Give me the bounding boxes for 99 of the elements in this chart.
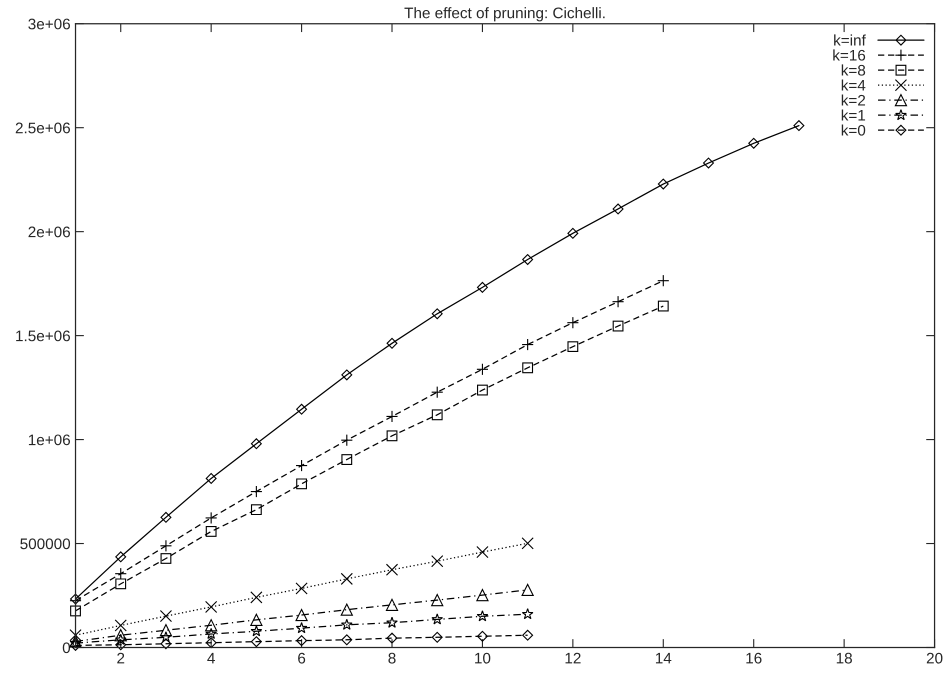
point (114, 619, 127, 632)
point (431, 594, 444, 606)
legend-label: k=4 (842, 79, 866, 91)
point (386, 410, 398, 423)
point (386, 598, 398, 611)
x-tick-label: 20 (926, 652, 942, 664)
point (432, 308, 443, 320)
point (386, 564, 398, 576)
point (793, 120, 804, 132)
point (567, 228, 578, 239)
point (431, 555, 444, 568)
point (612, 320, 624, 332)
point (250, 614, 262, 626)
point (522, 362, 534, 374)
x-tick-label: 10 (475, 652, 490, 664)
point (522, 608, 534, 620)
point (295, 582, 308, 595)
point (658, 300, 669, 312)
point (250, 438, 262, 450)
point (70, 605, 81, 616)
point (522, 584, 534, 596)
point (657, 274, 670, 287)
y-tick-label: 1.5e+06 (16, 330, 70, 342)
point (250, 625, 262, 636)
point (296, 622, 308, 634)
point (386, 616, 398, 628)
point (341, 634, 352, 646)
point (160, 553, 172, 564)
point (205, 619, 218, 632)
point (476, 546, 489, 558)
point (115, 578, 126, 590)
point (432, 409, 443, 420)
point (205, 600, 218, 614)
y-tick-label: 1e+06 (28, 434, 70, 446)
point (340, 618, 353, 630)
point (160, 631, 172, 642)
point (340, 572, 353, 585)
point (658, 178, 669, 190)
point (296, 478, 307, 490)
legend-label: k=0 (842, 124, 866, 136)
point (250, 504, 262, 516)
y-tick-label: 2e+06 (28, 226, 70, 238)
legend-label: k=16 (833, 49, 866, 61)
y-tick-label: 3e+06 (28, 18, 70, 30)
point (567, 341, 578, 352)
point (206, 472, 217, 484)
point (522, 630, 534, 641)
chart-title: The effect of pruning: Cichelli. (404, 7, 605, 22)
point (205, 628, 217, 640)
point (160, 512, 172, 523)
y-tick-label: 2.5e+06 (16, 122, 70, 134)
x-tick-label: 14 (656, 652, 672, 664)
point (431, 613, 444, 624)
y-tick-label: 500000 (20, 538, 70, 550)
point (386, 338, 398, 349)
legend-label: k=2 (842, 94, 866, 106)
point (477, 384, 488, 396)
point (522, 537, 534, 550)
point (476, 363, 489, 376)
point (612, 204, 624, 214)
point (114, 629, 127, 642)
point (340, 604, 353, 616)
x-tick-label: 6 (298, 652, 306, 664)
legend-label: k=1 (842, 109, 866, 121)
x-tick-label: 18 (836, 652, 852, 664)
point (522, 254, 534, 265)
point (250, 591, 262, 604)
x-tick-label: 16 (746, 652, 762, 664)
point (250, 636, 262, 648)
x-tick-label: 12 (566, 652, 581, 664)
point (386, 430, 398, 442)
x-tick-label: 2 (117, 652, 124, 664)
point (476, 630, 488, 642)
point (431, 386, 444, 398)
y-tick-label: 0 (62, 642, 70, 654)
point (748, 138, 760, 149)
point (432, 632, 443, 643)
point (341, 369, 352, 380)
point (386, 632, 398, 644)
point (476, 610, 488, 622)
point (160, 610, 172, 622)
x-tick-label: 8 (388, 652, 396, 664)
point (296, 404, 308, 415)
point (341, 454, 352, 465)
point (69, 629, 82, 642)
point (206, 637, 217, 648)
point (205, 512, 218, 524)
point (115, 551, 126, 562)
point (206, 526, 217, 537)
point (160, 624, 172, 636)
point (703, 158, 714, 168)
x-tick-label: 4 (207, 652, 215, 664)
point (476, 588, 489, 602)
point (295, 608, 308, 622)
legend-label: k=8 (842, 64, 866, 76)
point (296, 635, 308, 646)
legend-label: k=inf (834, 34, 866, 46)
point (114, 634, 127, 645)
point (476, 282, 488, 293)
